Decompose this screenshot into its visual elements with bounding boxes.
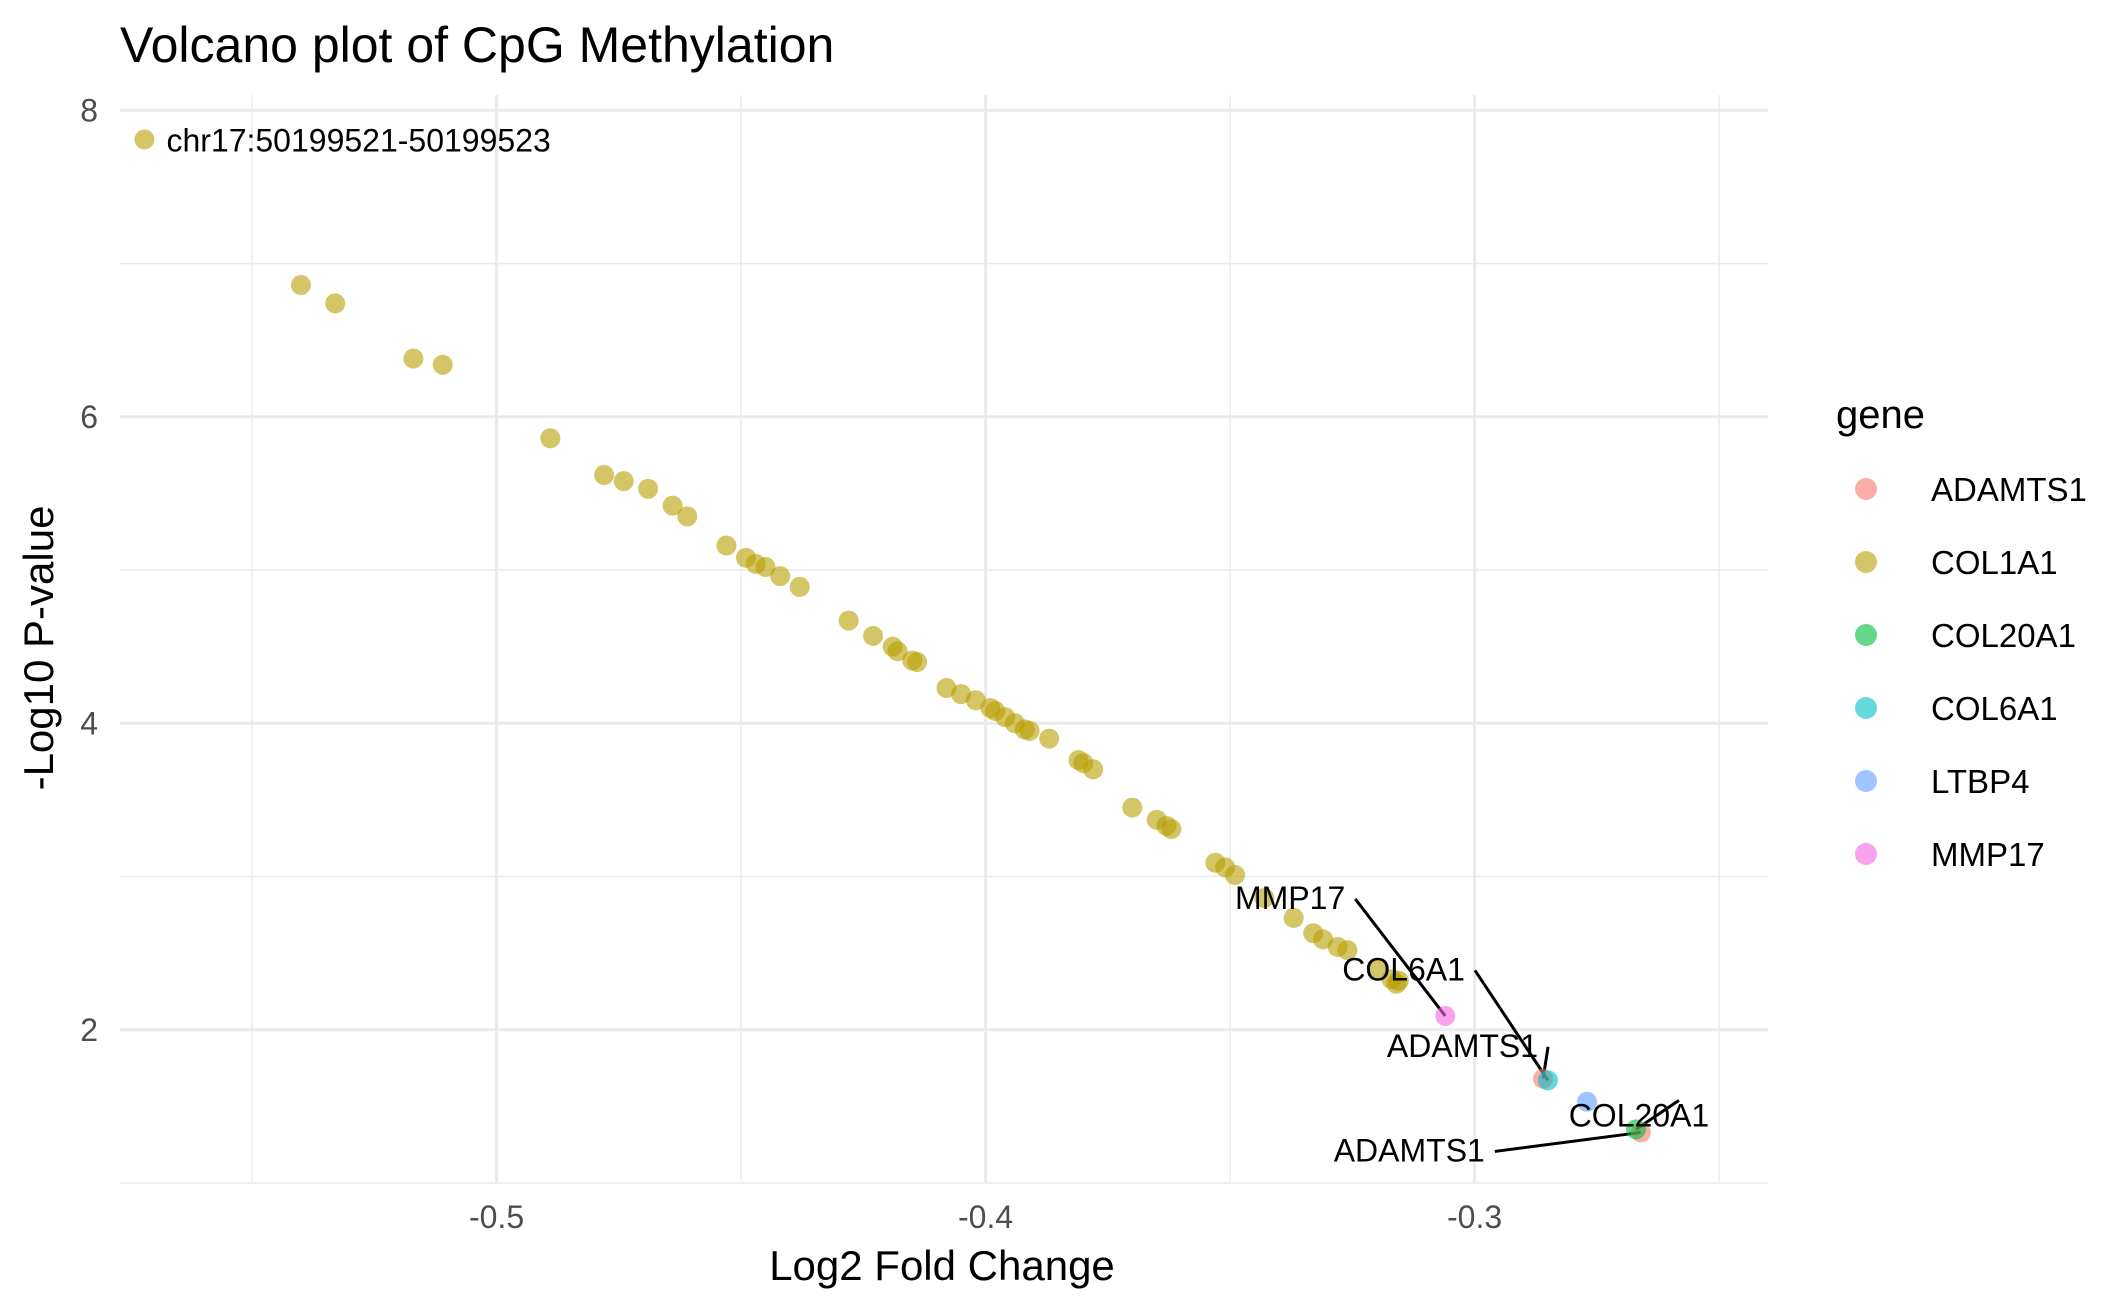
legend-key-adamts1 (1855, 478, 1877, 500)
y-axis-ticks: 2 4 6 8 (80, 92, 98, 1047)
legend-key-col1a1 (1855, 551, 1877, 573)
point-col1a1 (594, 465, 615, 486)
point-labels: chr17:50199521-50199523 MMP17 COL6A1 ADAMTS… (166, 122, 1709, 1168)
legend-label-mmp17: MMP17 (1931, 836, 2045, 873)
point-label: COL20A1 (1569, 1097, 1710, 1133)
point-mmp17 (1435, 1005, 1456, 1026)
point-col1a1 (1083, 759, 1104, 780)
y-tick-label: 6 (80, 399, 98, 435)
point-col1a1 (432, 354, 453, 375)
point-col1a1 (1312, 929, 1333, 950)
legend-label-col20a1: COL20A1 (1931, 617, 2076, 654)
y-tick-label: 4 (80, 705, 98, 741)
point-col1a1 (134, 129, 155, 150)
point-col1a1 (1039, 728, 1060, 749)
point-col1a1 (755, 556, 776, 577)
chart-title: Volcano plot of CpG Methylation (120, 17, 834, 73)
point-col1a1 (403, 348, 424, 369)
point-col1a1 (677, 506, 698, 527)
x-tick-label: -0.3 (1447, 1199, 1502, 1235)
label-leader-line (1354, 898, 1447, 1017)
x-tick-label: -0.4 (958, 1199, 1013, 1235)
point-col20a1 (1625, 1119, 1646, 1140)
legend-label-col1a1: COL1A1 (1931, 544, 2058, 581)
y-tick-label: 2 (80, 1012, 98, 1048)
point-label: chr17:50199521-50199523 (166, 122, 550, 158)
point-col1a1 (1283, 907, 1304, 928)
label-leader-lines (1354, 898, 1680, 1153)
point-col1a1 (863, 625, 884, 646)
point-col1a1 (1366, 958, 1387, 979)
x-axis-title: Log2 Fold Change (769, 1242, 1115, 1289)
y-tick-label: 8 (80, 92, 98, 128)
legend-key-ltbp4 (1855, 770, 1877, 792)
point-label: MMP17 (1235, 880, 1345, 916)
point-col1a1 (838, 610, 859, 631)
point-col1a1 (1019, 720, 1040, 741)
point-col1a1 (613, 471, 634, 492)
point-col1a1 (716, 535, 737, 556)
point-col1a1 (662, 495, 683, 516)
point-col1a1 (1337, 940, 1358, 961)
label-leader-line (1494, 1130, 1642, 1153)
point-col1a1 (638, 478, 659, 499)
legend-label-adamts1: ADAMTS1 (1931, 471, 2087, 508)
point-col1a1 (540, 428, 561, 449)
legend-key-col20a1 (1855, 624, 1877, 646)
legend-key-col6a1 (1855, 697, 1877, 719)
point-col1a1 (1254, 887, 1275, 908)
legend-label-ltbp4: LTBP4 (1931, 763, 2029, 800)
legend-title: gene (1836, 393, 1925, 437)
point-col1a1 (1388, 970, 1409, 991)
point-col1a1 (789, 576, 810, 597)
legend: gene ADAMTS1 COL1A1 COL20A1 COL6A1 LTBP4 MMP1… (1836, 393, 2087, 873)
point-col1a1 (907, 651, 928, 672)
point-label: ADAMTS1 (1387, 1028, 1538, 1064)
point-col6a1 (1537, 1070, 1558, 1091)
x-axis-ticks: -0.5 -0.4 -0.3 (469, 1199, 1502, 1235)
data-points (134, 129, 1651, 1143)
legend-items: ADAMTS1 COL1A1 COL20A1 COL6A1 LTBP4 MMP17 (1855, 471, 2087, 873)
point-ltbp4 (1577, 1091, 1598, 1112)
y-axis-title: -Log10 P-value (15, 506, 62, 791)
label-leader-line (1473, 969, 1550, 1082)
legend-key-mmp17 (1855, 843, 1877, 865)
point-col1a1 (770, 566, 791, 587)
point-col1a1 (887, 641, 908, 662)
point-col1a1 (325, 293, 346, 314)
point-col1a1 (1122, 797, 1143, 818)
point-label: COL6A1 (1342, 951, 1465, 987)
point-col1a1 (290, 275, 311, 296)
legend-label-col6a1: COL6A1 (1931, 690, 2058, 727)
plot-grid (120, 95, 1768, 1184)
point-col1a1 (965, 690, 986, 711)
point-col1a1 (1161, 819, 1182, 840)
point-col1a1 (1224, 864, 1245, 885)
x-tick-label: -0.5 (469, 1199, 524, 1235)
point-label: ADAMTS1 (1334, 1132, 1485, 1168)
